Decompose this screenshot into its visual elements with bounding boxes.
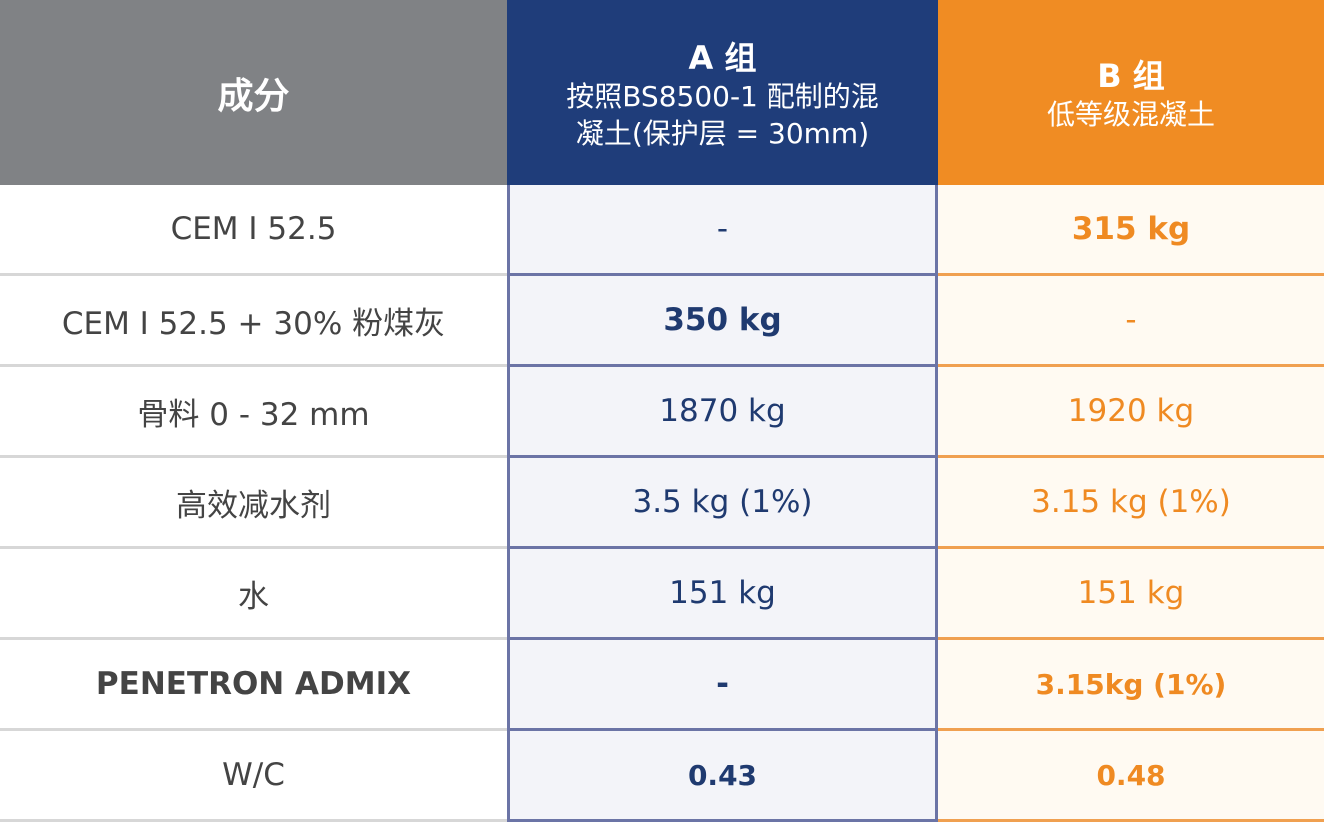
table-cell: 1870 kg (507, 367, 938, 458)
table-cell: - (507, 185, 938, 276)
table-cell: 水 (0, 549, 507, 640)
table-cell: 3.15kg (1%) (938, 640, 1324, 731)
table-cell: - (507, 640, 938, 731)
table-cell: 3.15 kg (1%) (938, 458, 1324, 549)
table-cell: PENETRON ADMIX (0, 640, 507, 731)
table-cell: - (938, 276, 1324, 367)
table-cell: 151 kg (507, 549, 938, 640)
table-cell: 高效减水剂 (0, 458, 507, 549)
header-subtitle: 低等级混凝土 (1046, 98, 1215, 132)
header-cell: B 组低等级混凝土 (938, 0, 1324, 185)
table-cell: 0.43 (507, 731, 938, 822)
header-title: A 组 (688, 39, 757, 78)
table-cell: 3.5 kg (1%) (507, 458, 938, 549)
header-cell: A 组按照BS8500-1 配制的混凝土(保护层 = 30mm) (507, 0, 938, 185)
table-cell: 0.48 (938, 731, 1324, 822)
header-subtitle: 按照BS8500-1 配制的混凝土(保护层 = 30mm) (566, 80, 879, 150)
table-cell: 骨料 0 - 32 mm (0, 367, 507, 458)
table-cell: 1920 kg (938, 367, 1324, 458)
table-cell: W/C (0, 731, 507, 822)
header-cell: 成分 (0, 0, 507, 185)
table-cell: 350 kg (507, 276, 938, 367)
table-cell: 315 kg (938, 185, 1324, 276)
table-cell: CEM I 52.5 + 30% 粉煤灰 (0, 276, 507, 367)
table-cell: 151 kg (938, 549, 1324, 640)
header-title: B 组 (1097, 57, 1165, 96)
table-cell: CEM I 52.5 (0, 185, 507, 276)
